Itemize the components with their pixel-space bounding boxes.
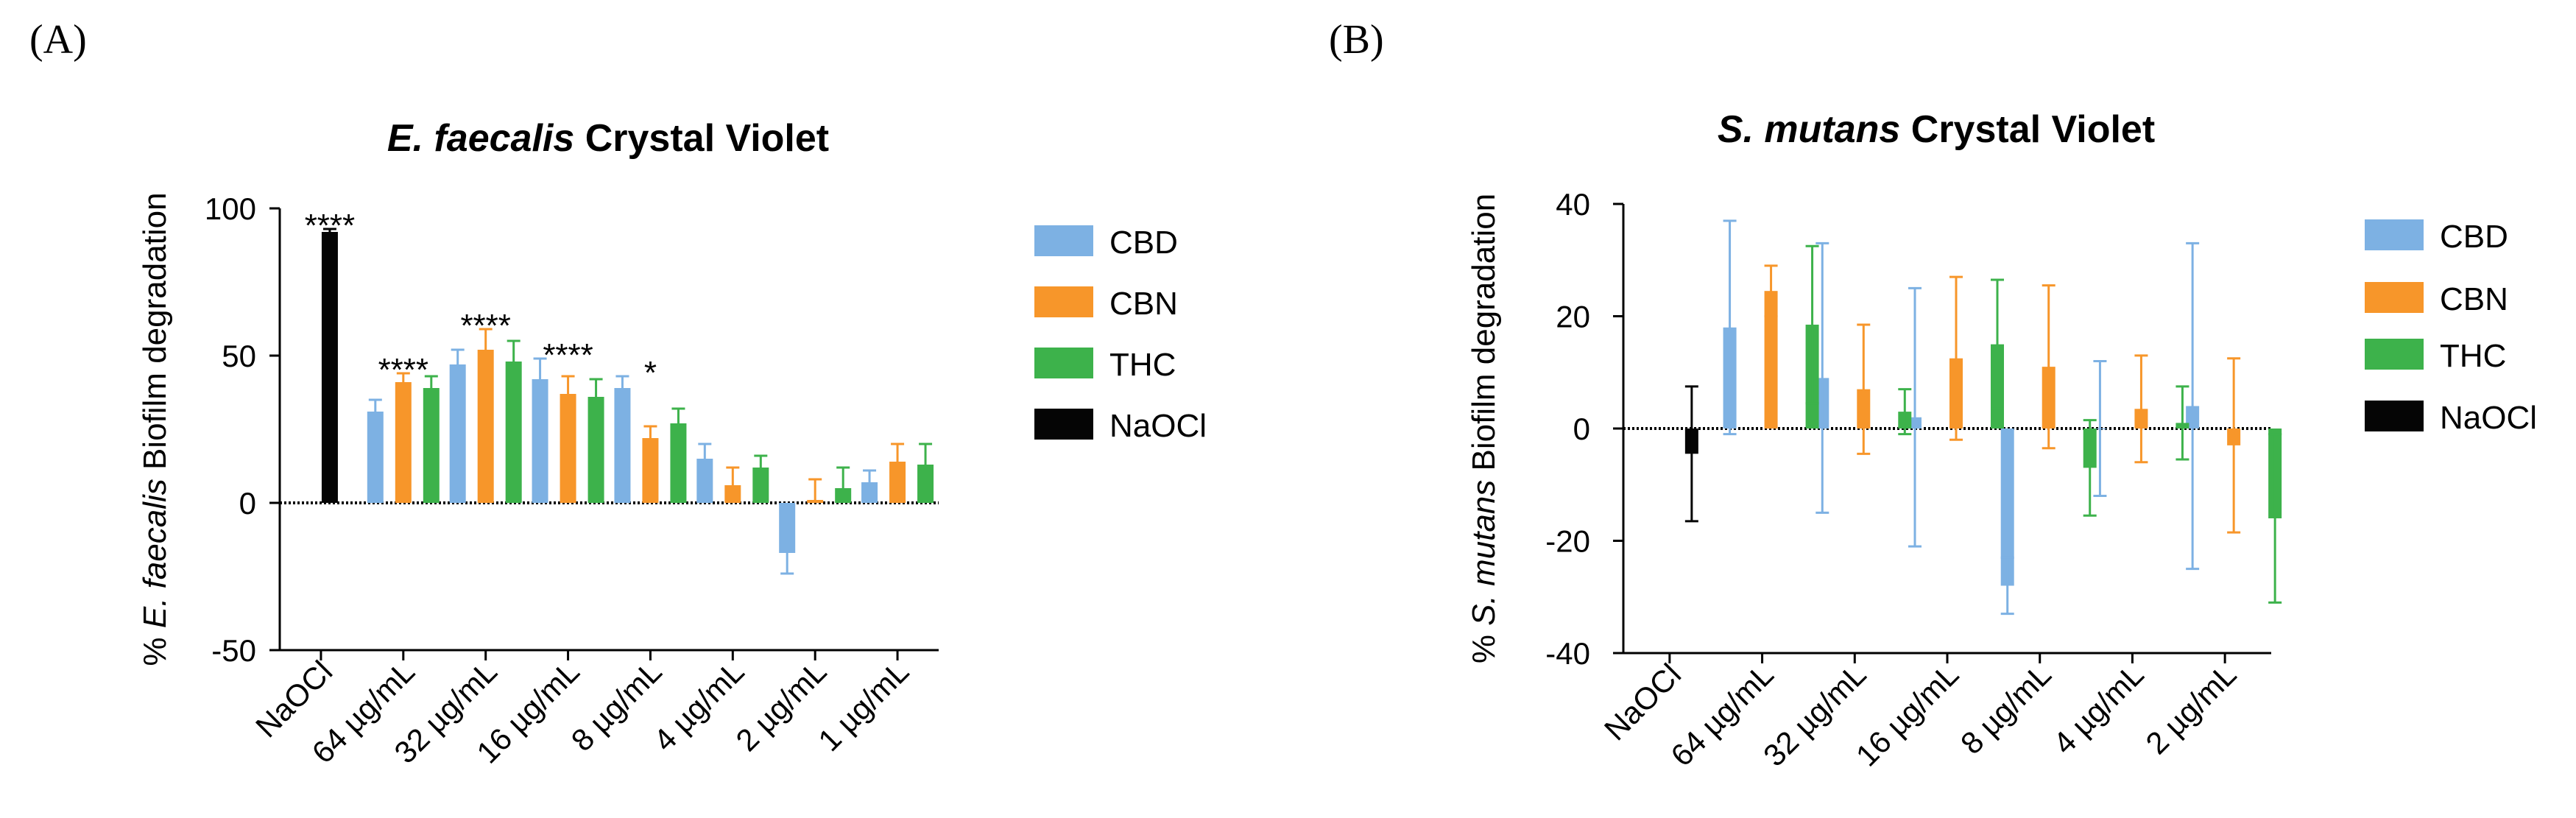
- legend-label-naocl: NaOCl: [2440, 400, 2537, 436]
- legend-swatch-cbn: [1034, 286, 1093, 317]
- significance-label: *: [644, 355, 657, 391]
- x-tick-label: 1 µg/mL: [811, 654, 915, 758]
- bar-cbn: [395, 382, 412, 503]
- legend-label-thc: THC: [1109, 347, 1176, 383]
- x-tick-label: 2 µg/mL: [2139, 657, 2242, 761]
- legend-swatch-naocl: [1034, 409, 1093, 440]
- bar-cbn: [477, 350, 494, 503]
- bar-cbn: [724, 485, 741, 503]
- y-tick-label: 0: [1573, 412, 1590, 446]
- y-tick-label: 40: [1556, 187, 1590, 222]
- bar-naocl: [321, 232, 338, 503]
- bar-thc: [835, 488, 852, 503]
- legend-swatch-naocl: [2365, 401, 2424, 431]
- bar-cbd: [449, 364, 466, 503]
- panel-label: (A): [29, 17, 87, 63]
- x-tick-label: 8 µg/mL: [565, 654, 668, 758]
- bar-thc: [670, 423, 687, 503]
- bar-cbd: [532, 379, 548, 503]
- chart-panel-b: (B) S. mutans Crystal Violet % S. mutans B…: [1329, 17, 2537, 773]
- bar-cbd: [696, 459, 713, 503]
- bar-cbn: [1764, 291, 1778, 429]
- legend-label-cbd: CBD: [2440, 219, 2508, 255]
- y-tick-label: -40: [1545, 636, 1590, 671]
- bar-thc: [917, 465, 934, 503]
- bar-cbn: [807, 500, 824, 503]
- y-tick-label: 100: [205, 191, 256, 226]
- x-tick-label: NaOCl: [1598, 657, 1687, 747]
- legend-swatch-cbd: [2365, 219, 2424, 250]
- bar-cbd: [614, 388, 631, 503]
- chart-title: S. mutans Crystal Violet: [1718, 108, 2155, 151]
- y-tick-label: -50: [211, 633, 256, 668]
- bar-cbd: [779, 503, 796, 553]
- x-tick-label: 4 µg/mL: [647, 654, 751, 758]
- legend-label-cbn: CBN: [2440, 281, 2508, 317]
- panel-label: (B): [1329, 17, 1384, 63]
- chart-panel-a: (A) E. faecalis Crystal Violet % E. faecal…: [29, 17, 1207, 770]
- bar-thc: [587, 397, 604, 503]
- bar-thc: [423, 388, 440, 503]
- significance-label: ****: [460, 308, 511, 344]
- legend-swatch-cbn: [2365, 282, 2424, 313]
- legend-label-thc: THC: [2440, 338, 2506, 374]
- bar-cbd: [2000, 429, 2014, 586]
- legend-label-naocl: NaOCl: [1109, 408, 1207, 444]
- legend-label-cbd: CBD: [1109, 225, 1178, 261]
- chart-title: E. faecalis Crystal Violet: [387, 117, 829, 160]
- legend-swatch-cbd: [1034, 225, 1093, 256]
- legend-swatch-thc: [2365, 339, 2424, 370]
- bar-cbn: [560, 394, 576, 503]
- y-axis-label: % E. faecalis Biofilm degradation: [137, 192, 173, 666]
- significance-label: ****: [378, 352, 429, 388]
- bar-cbd: [367, 412, 384, 503]
- y-tick-label: 0: [239, 486, 256, 521]
- x-tick-label: 4 µg/mL: [2047, 657, 2150, 761]
- x-tick-label: 2 µg/mL: [729, 654, 833, 758]
- bar-cbd: [861, 482, 878, 503]
- bar-cbn: [889, 462, 906, 503]
- significance-label: ****: [543, 337, 593, 373]
- x-tick-label: 8 µg/mL: [1954, 657, 2058, 761]
- legend-swatch-thc: [1034, 348, 1093, 378]
- y-tick-label: 20: [1556, 300, 1590, 334]
- bar-thc: [505, 362, 522, 503]
- y-tick-label: -20: [1545, 524, 1590, 559]
- bar-cbn: [642, 438, 659, 503]
- bar-thc: [752, 468, 769, 503]
- y-tick-label: 50: [222, 339, 256, 373]
- legend-label-cbn: CBN: [1109, 286, 1178, 322]
- significance-label: ****: [305, 208, 356, 244]
- x-tick-label: 16 µg/mL: [1849, 657, 1966, 773]
- y-axis-label: % S. mutans Biofilm degradation: [1466, 194, 1502, 663]
